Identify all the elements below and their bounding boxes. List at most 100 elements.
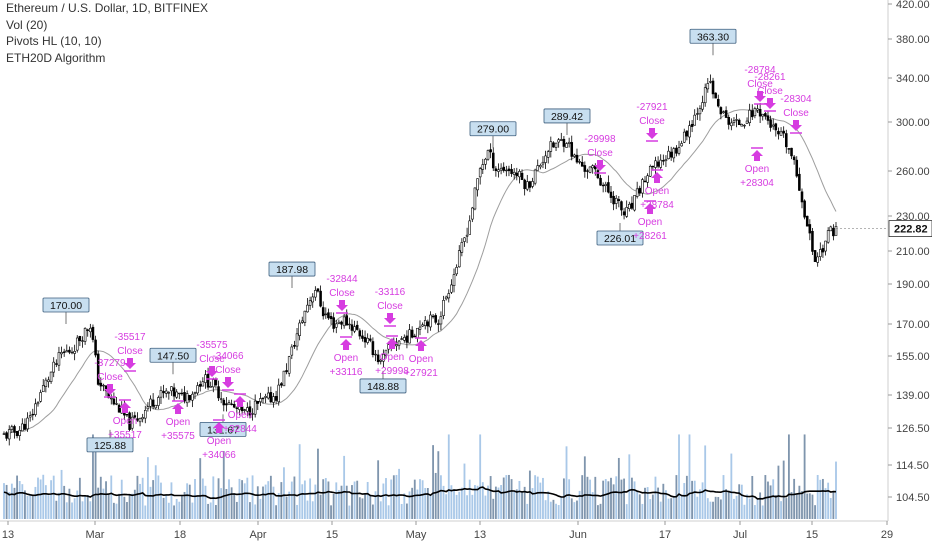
volume-bar [251, 475, 254, 519]
candle-body [761, 113, 765, 117]
candle-body [528, 181, 532, 188]
volume-bar [487, 485, 489, 519]
volume-bar [324, 478, 327, 519]
last-price-label: 222.82 [894, 224, 928, 236]
pivot-label-text: 125.88 [94, 440, 126, 452]
candle-body [15, 430, 19, 437]
legend-pivots-indicator[interactable]: Pivots HL (10, 10) [6, 34, 102, 48]
signal-open-arrow [651, 172, 663, 183]
volume-bar [146, 457, 149, 519]
signal-close-arrow [594, 160, 606, 171]
volume-bar [801, 491, 803, 519]
volume-bar [759, 492, 762, 519]
volume-bar [631, 477, 633, 519]
pivot-label-text: 279.00 [477, 124, 509, 136]
volume-bar [526, 503, 529, 519]
signal-open-label: Open [638, 217, 662, 228]
volume-bar [552, 499, 555, 519]
chart-legend: Ethereum / U.S. Dollar, 1D, BITFINEX Vol… [6, 0, 208, 66]
candle-body [285, 370, 288, 373]
volume-bar [217, 478, 220, 519]
candle-body [138, 418, 142, 423]
volume-bar [277, 493, 280, 519]
time-tick-label: 29 [881, 529, 893, 541]
candle-body [549, 141, 553, 152]
candle-body [159, 390, 163, 398]
candle-body [546, 151, 550, 158]
candle-body [591, 165, 594, 169]
volume-bar [672, 496, 675, 519]
candle-body [340, 321, 343, 325]
candle-body [434, 315, 437, 323]
candle-body [719, 107, 723, 115]
volume-bar [505, 475, 508, 519]
volume-bar [691, 480, 694, 519]
price-tick-label: 170.00 [896, 319, 930, 331]
volume-bar [361, 498, 364, 519]
candle-body [803, 200, 806, 218]
price-ma-line [3, 109, 837, 437]
candle-body [348, 323, 351, 326]
pivot-labels: 170.00 147.50 187.98 279.00 289.42 363.30 125.… [42, 28, 737, 453]
volume-bar [787, 434, 790, 519]
candle-body [536, 165, 540, 171]
volume-bar [447, 434, 450, 519]
volume-bar [392, 475, 395, 519]
volume-bar [586, 476, 589, 519]
volume-bar [693, 480, 696, 519]
candle-body [758, 109, 762, 117]
volume-bar [798, 485, 801, 519]
volume-bar [353, 481, 356, 519]
volume-bar [722, 475, 725, 519]
legend-volume-indicator[interactable]: Vol (20) [6, 17, 48, 32]
candle-body [766, 115, 770, 121]
signal-close-id: -29998 [584, 134, 616, 145]
candle-body [91, 326, 95, 340]
candle-body [662, 160, 665, 162]
candle-body [638, 187, 642, 194]
pivot-label-text: 187.98 [276, 264, 308, 276]
candle-body [227, 402, 231, 405]
candle-body [188, 395, 192, 401]
signal-open-arrow [234, 396, 246, 407]
volume-bar [92, 434, 94, 519]
candle-body [334, 323, 338, 328]
candle-body [75, 337, 79, 351]
volume-bar [654, 476, 657, 519]
volume-bar [157, 475, 160, 519]
candle-body [499, 167, 503, 171]
volume-bar [215, 505, 217, 519]
candle-body [450, 284, 453, 293]
candle-body [366, 337, 369, 343]
volume-bar [201, 478, 204, 519]
candle-body [523, 179, 526, 190]
volume-bar [186, 483, 189, 519]
candle-body [94, 339, 97, 356]
candle-body [588, 166, 592, 173]
volume-bar [793, 478, 796, 519]
legend-algorithm-indicator[interactable]: ETH20D Algorithm [6, 50, 106, 65]
candle-body [693, 114, 696, 126]
volume-bar [301, 484, 304, 519]
pivot-label-text: 289.42 [551, 111, 583, 123]
candle-body [319, 290, 322, 307]
volume-bar [824, 488, 827, 519]
volume-bar [358, 497, 361, 519]
candle-body [81, 340, 84, 342]
volume-bar [542, 477, 544, 519]
pivot-label-box [268, 261, 316, 277]
signal-close-label: Close [97, 372, 123, 383]
volume-bar [290, 481, 293, 519]
legend-title[interactable]: Ethereum / U.S. Dollar, 1D, BITFINEX [6, 1, 209, 15]
signal-open-arrow [644, 203, 656, 214]
candle-body [410, 329, 414, 338]
volume-bar [604, 479, 607, 519]
signal-open-arrow [213, 422, 225, 433]
candle-body [727, 116, 731, 125]
candle-body [246, 407, 249, 412]
candle-body [544, 155, 547, 163]
candle-body [34, 403, 37, 415]
volume-bar [761, 505, 764, 519]
candle-body [31, 413, 35, 416]
